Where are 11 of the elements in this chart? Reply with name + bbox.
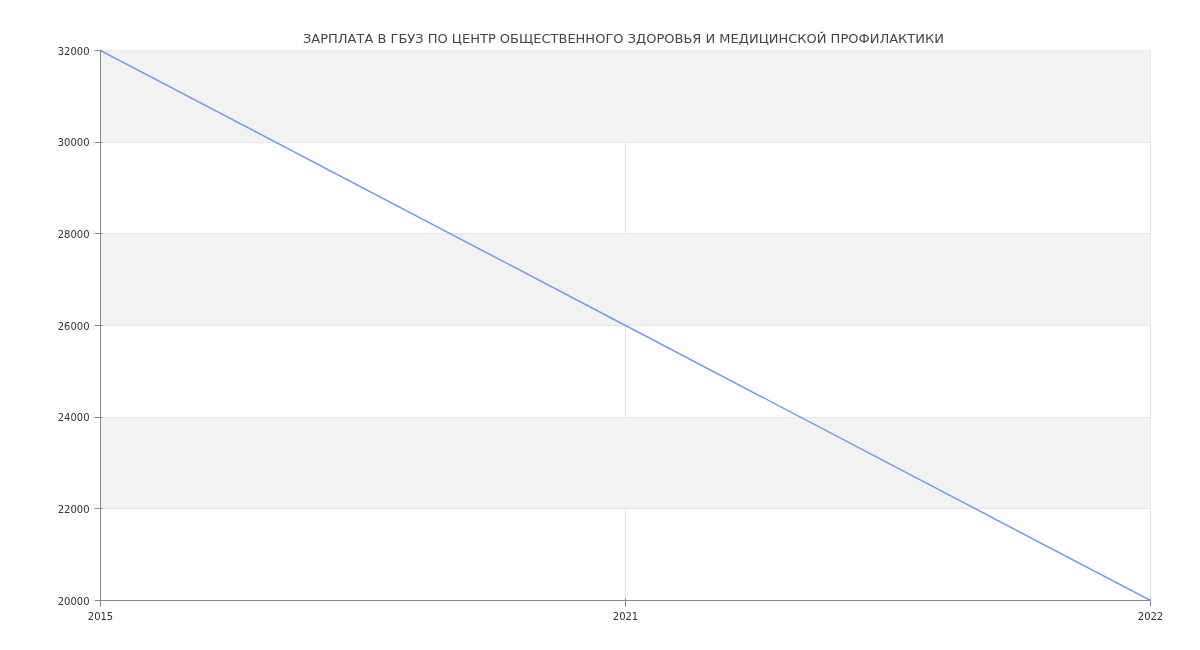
y-tick-label: 24000 [57, 412, 90, 424]
y-tick-label: 30000 [57, 137, 90, 149]
x-tick-label: 2021 [612, 610, 639, 622]
y-tick-label: 20000 [57, 595, 90, 607]
y-tick-label: 32000 [57, 45, 90, 57]
y-tick-label: 22000 [57, 503, 90, 515]
y-tick-label: 28000 [57, 228, 90, 240]
chart-title: ЗАРПЛАТА В ГБУЗ ПО ЦЕНТР ОБЩЕСТВЕННОГО ЗДОРОВЬЯ И МЕДИЦИНСКОЙ ПРОФИЛАКТИКИ [302, 30, 944, 46]
x-tick-label: 2015 [87, 610, 114, 622]
y-tick-label: 26000 [57, 320, 90, 332]
x-tick-label: 2022 [1137, 610, 1164, 622]
